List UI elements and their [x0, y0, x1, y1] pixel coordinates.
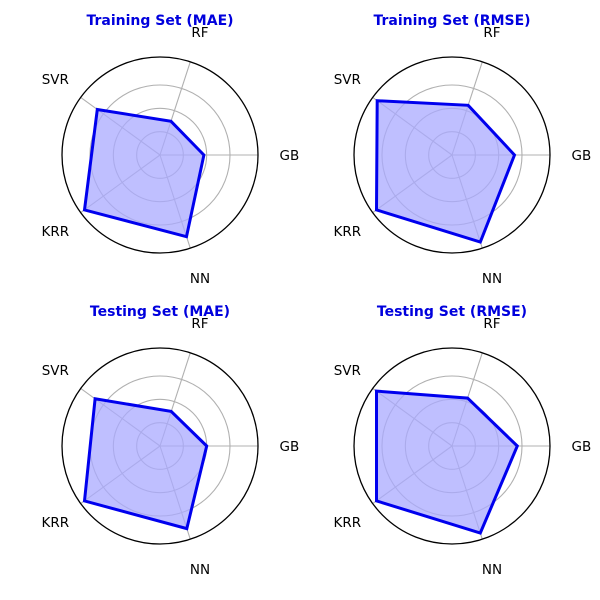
radar-panel-2: Training Set (RMSE) GB RF SVR KRR NN [333, 13, 591, 287]
axis-label-krr: KRR [333, 515, 361, 531]
series-area [84, 398, 207, 529]
axis-label-gb: GB [572, 148, 592, 164]
axis-label-nn: NN [482, 271, 502, 287]
series-area [376, 391, 518, 533]
chart-title: Training Set (MAE) [86, 13, 233, 29]
axis-label-nn: NN [190, 562, 210, 578]
axis-label-krr: KRR [41, 224, 69, 240]
chart-title: Testing Set (MAE) [90, 304, 230, 320]
axis-label-nn: NN [482, 562, 502, 578]
axis-label-svr: SVR [334, 363, 361, 379]
outer-circle [353, 347, 551, 545]
axis-label-gb: GB [280, 148, 300, 164]
radar-panel-3: Testing Set (MAE) GB RF SVR KRR NN [41, 304, 299, 578]
axis-label-rf: RF [483, 316, 500, 332]
radar-panel-1: Training Set (MAE) GB RF SVR KRR NN [41, 13, 299, 287]
axis-label-rf: RF [191, 316, 208, 332]
axis-label-svr: SVR [334, 72, 361, 88]
series-line [82, 107, 206, 239]
outer-circle [353, 56, 551, 254]
radar-panel-4: Testing Set (RMSE) GB RF SVR KRR NN [333, 304, 591, 578]
axis-label-krr: KRR [333, 224, 361, 240]
series-line [82, 397, 209, 531]
axis-label-gb: GB [280, 439, 300, 455]
chart-title: Testing Set (RMSE) [377, 304, 527, 320]
axis-label-svr: SVR [42, 72, 69, 88]
outer-circle [61, 56, 259, 254]
axis-label-gb: GB [572, 439, 592, 455]
series-line [374, 99, 517, 244]
outer-circle [61, 347, 259, 545]
chart-title: Training Set (RMSE) [373, 13, 530, 29]
series-area [376, 100, 515, 242]
axis-label-krr: KRR [41, 515, 69, 531]
axis-label-nn: NN [190, 271, 210, 287]
series-line [375, 389, 520, 535]
axis-label-rf: RF [483, 25, 500, 41]
series-area [84, 109, 204, 237]
axis-label-rf: RF [191, 25, 208, 41]
axis-label-svr: SVR [42, 363, 69, 379]
